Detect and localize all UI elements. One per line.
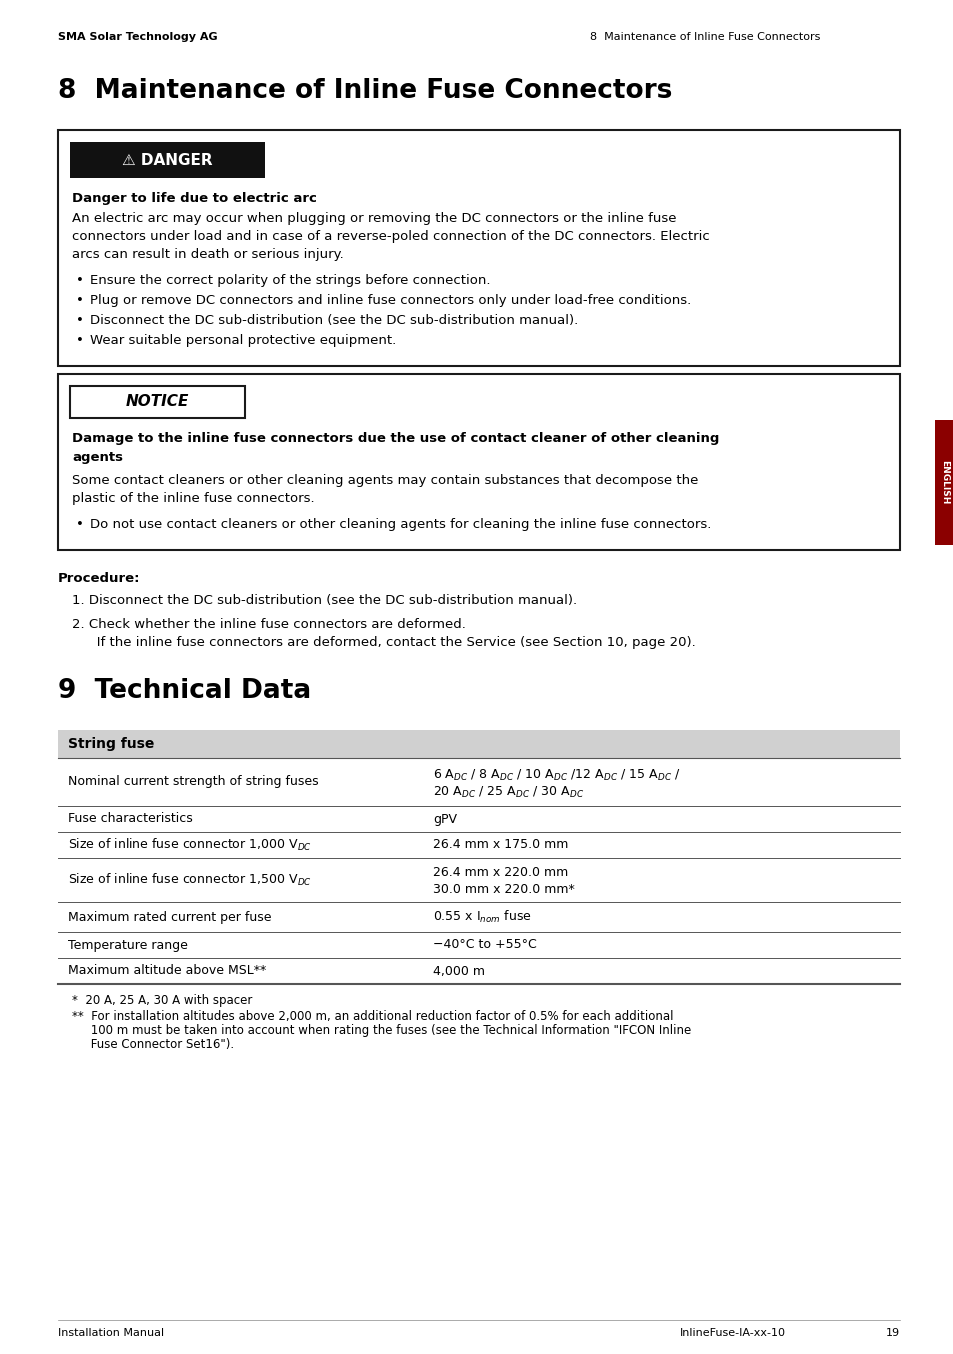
Bar [70,386,245,418]
Text: 9  Technical Data: 9 Technical Data [58,678,311,704]
Text: 30.0 mm x 220.0 mm*: 30.0 mm x 220.0 mm* [433,883,574,896]
Bar [934,420,953,546]
Text: connectors under load and in case of a reverse-poled connection of the DC connec: connectors under load and in case of a r… [71,230,709,242]
Text: Wear suitable personal protective equipment.: Wear suitable personal protective equipm… [90,334,395,347]
Text: String fuse: String fuse [68,737,154,751]
Text: Fuse characteristics: Fuse characteristics [68,812,193,826]
Text: Disconnect the DC sub-distribution (see the DC sub-distribution manual).: Disconnect the DC sub-distribution (see … [90,314,578,328]
Text: Do not use contact cleaners or other cleaning agents for cleaning the inline fus: Do not use contact cleaners or other cle… [90,519,711,531]
Text: Size of inline fuse connector 1,000 V$_{DC}$: Size of inline fuse connector 1,000 V$_{… [68,837,312,853]
Text: **  For installation altitudes above 2,000 m, an additional reduction factor of : ** For installation altitudes above 2,00… [71,1010,673,1024]
Text: *  20 A, 25 A, 30 A with spacer: * 20 A, 25 A, 30 A with spacer [71,994,253,1007]
Text: 6 A$_{DC}$ / 8 A$_{DC}$ / 10 A$_{DC}$ /12 A$_{DC}$ / 15 A$_{DC}$ /: 6 A$_{DC}$ / 8 A$_{DC}$ / 10 A$_{DC}$ /1… [433,768,680,783]
Text: •: • [76,519,84,531]
Text: 2. Check whether the inline fuse connectors are deformed.: 2. Check whether the inline fuse connect… [71,617,465,631]
Text: Fuse Connector Set16").: Fuse Connector Set16"). [71,1039,233,1051]
Text: ENGLISH: ENGLISH [940,460,948,505]
Text: Size of inline fuse connector 1,500 V$_{DC}$: Size of inline fuse connector 1,500 V$_{… [68,872,312,888]
Bar [58,730,899,758]
Text: 8  Maintenance of Inline Fuse Connectors: 8 Maintenance of Inline Fuse Connectors [58,79,672,104]
Text: gPV: gPV [433,812,456,826]
Text: Maximum altitude above MSL**: Maximum altitude above MSL** [68,964,266,978]
Text: InlineFuse-IA-xx-10: InlineFuse-IA-xx-10 [679,1328,785,1338]
Text: Maximum rated current per fuse: Maximum rated current per fuse [68,910,272,923]
Text: Procedure:: Procedure: [58,571,140,585]
Text: 19: 19 [885,1328,899,1338]
Text: 26.4 mm x 220.0 mm: 26.4 mm x 220.0 mm [433,867,568,879]
Text: If the inline fuse connectors are deformed, contact the Service (see Section 10,: If the inline fuse connectors are deform… [84,636,695,649]
Text: 8  Maintenance of Inline Fuse Connectors: 8 Maintenance of Inline Fuse Connectors [589,32,820,42]
Text: arcs can result in death or serious injury.: arcs can result in death or serious inju… [71,248,343,261]
Text: Nominal current strength of string fuses: Nominal current strength of string fuses [68,776,318,788]
Text: An electric arc may occur when plugging or removing the DC connectors or the inl: An electric arc may occur when plugging … [71,213,676,225]
Text: Temperature range: Temperature range [68,938,188,952]
Text: SMA Solar Technology AG: SMA Solar Technology AG [58,32,217,42]
Text: Danger to life due to electric arc: Danger to life due to electric arc [71,192,316,204]
Bar [70,142,265,177]
Text: 20 A$_{DC}$ / 25 A$_{DC}$ / 30 A$_{DC}$: 20 A$_{DC}$ / 25 A$_{DC}$ / 30 A$_{DC}$ [433,785,583,800]
Text: Damage to the inline fuse connectors due the use of contact cleaner of other cle: Damage to the inline fuse connectors due… [71,432,719,445]
Text: Some contact cleaners or other cleaning agents may contain substances that decom: Some contact cleaners or other cleaning … [71,474,698,487]
Text: •: • [76,314,84,328]
Text: plastic of the inline fuse connectors.: plastic of the inline fuse connectors. [71,492,314,505]
Text: NOTICE: NOTICE [126,394,189,409]
Text: •: • [76,294,84,307]
Text: 100 m must be taken into account when rating the fuses (see the Technical Inform: 100 m must be taken into account when ra… [71,1024,691,1037]
Text: 4,000 m: 4,000 m [433,964,484,978]
Text: Ensure the correct polarity of the strings before connection.: Ensure the correct polarity of the strin… [90,274,490,287]
Text: •: • [76,274,84,287]
Bar [58,374,899,550]
Text: −40°C to +55°C: −40°C to +55°C [433,938,537,952]
Text: Installation Manual: Installation Manual [58,1328,164,1338]
Bar [58,130,899,366]
Text: 0.55 x I$_{nom}$ fuse: 0.55 x I$_{nom}$ fuse [433,909,531,925]
Text: 26.4 mm x 175.0 mm: 26.4 mm x 175.0 mm [433,838,568,852]
Text: 1. Disconnect the DC sub-distribution (see the DC sub-distribution manual).: 1. Disconnect the DC sub-distribution (s… [71,594,577,607]
Text: agents: agents [71,451,123,464]
Text: •: • [76,334,84,347]
Text: Plug or remove DC connectors and inline fuse connectors only under load-free con: Plug or remove DC connectors and inline … [90,294,691,307]
Text: ⚠ DANGER: ⚠ DANGER [122,153,213,168]
